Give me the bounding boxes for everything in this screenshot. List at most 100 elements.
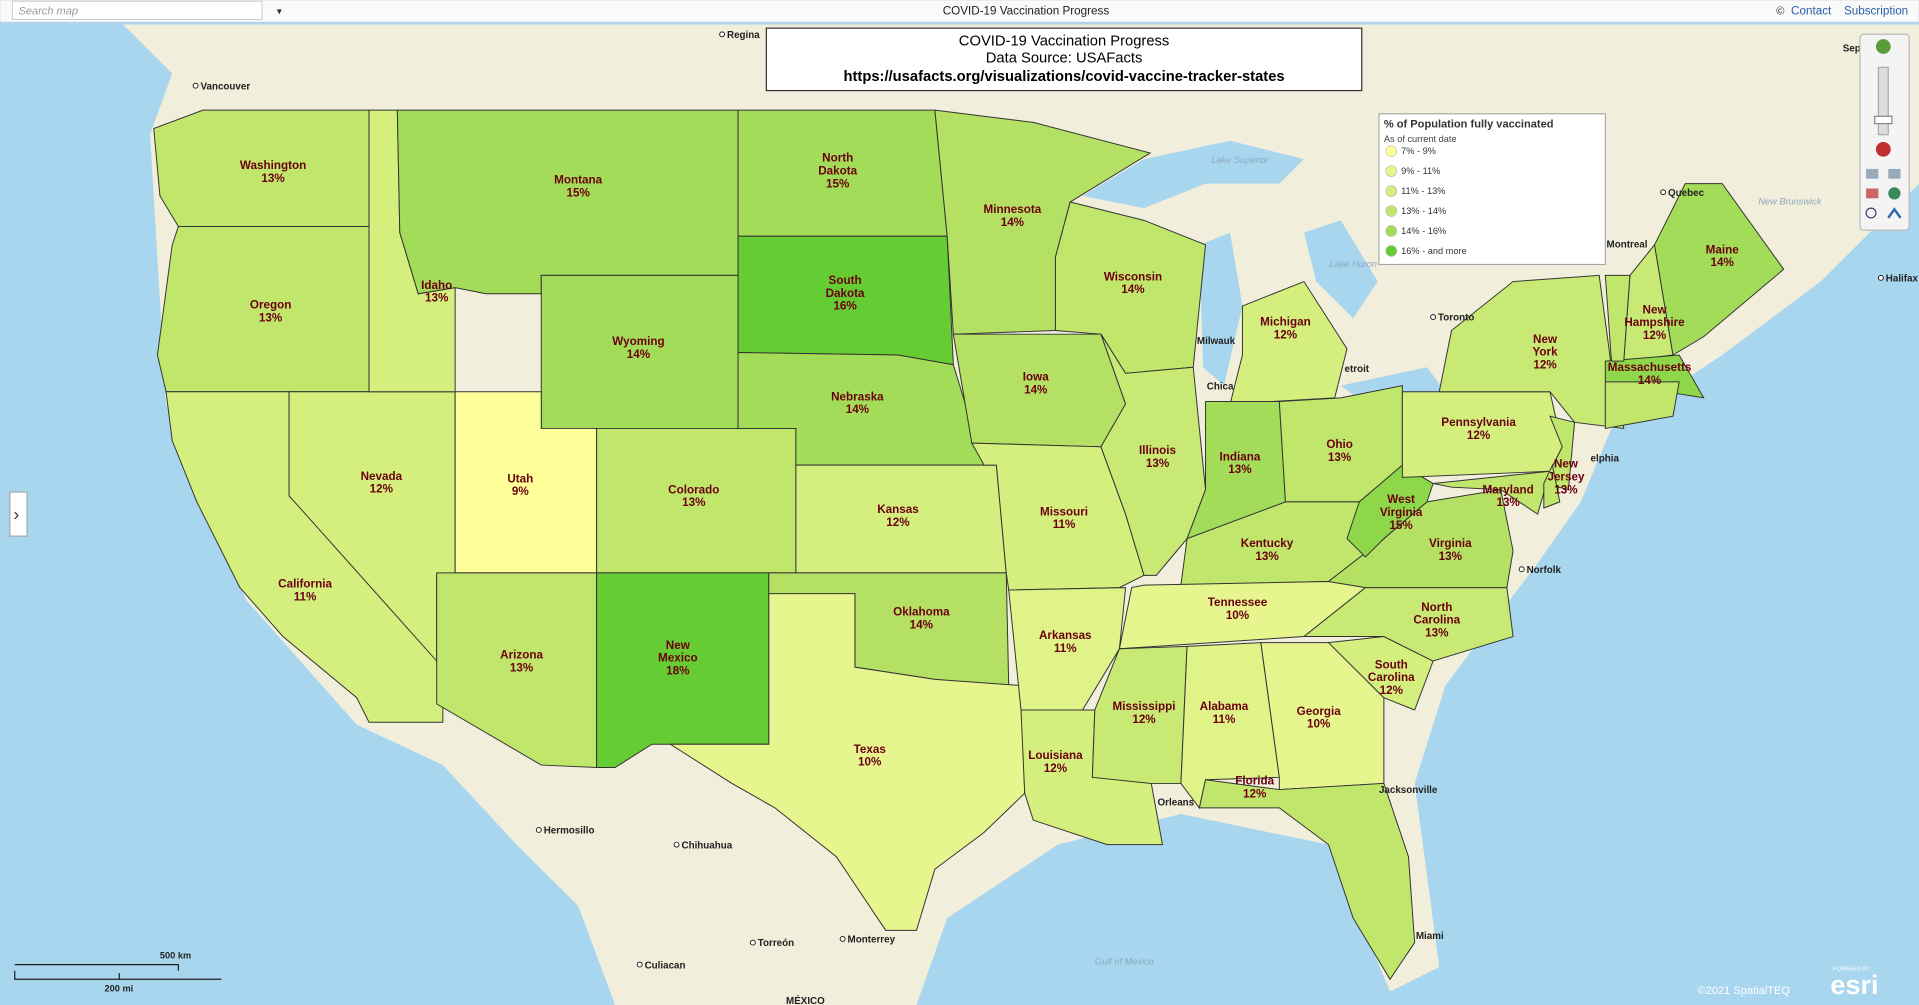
legend-label: 11% - 13%	[1401, 186, 1445, 196]
state-name: Nebraska	[831, 390, 884, 403]
powered-by: POWERED BY	[1833, 967, 1871, 973]
title-line: COVID-19 Vaccination Progress	[959, 33, 1169, 49]
place-label: Chica	[1207, 381, 1234, 392]
state-name: Carolina	[1413, 614, 1460, 627]
state-value: 18%	[666, 665, 690, 678]
state-name: Idaho	[421, 279, 452, 292]
state-value: 15%	[826, 177, 850, 190]
state-value: 16%	[833, 300, 857, 313]
panel-toggle[interactable]	[9, 491, 28, 537]
state-value: 14%	[910, 619, 934, 632]
state-shape	[1327, 636, 1434, 711]
state-value: 13%	[261, 172, 285, 185]
state-name: Texas	[854, 743, 886, 756]
state-value: 12%	[1643, 329, 1667, 342]
state-name: Nevada	[361, 470, 403, 483]
state-name: South	[829, 274, 862, 287]
search-box[interactable]	[11, 0, 263, 20]
state-value: 11%	[294, 590, 317, 603]
place-dot	[749, 939, 756, 946]
state-name: Oklahoma	[893, 606, 950, 619]
place-label: Lake Huron	[1329, 259, 1377, 269]
place-dot	[1430, 314, 1437, 320]
zoom-slider[interactable]	[1877, 66, 1889, 136]
lake	[1199, 232, 1243, 386]
place-label: Hermosillo	[544, 826, 595, 837]
place-label: etroit	[1345, 364, 1370, 375]
place-dot	[1518, 566, 1525, 573]
toolbar	[0, 0, 1919, 23]
search-placeholder: Search map	[18, 6, 78, 18]
state-shape	[1198, 779, 1416, 981]
state-name: Pennsylvania	[1441, 416, 1516, 429]
state-name: Tennessee	[1208, 596, 1268, 609]
state-shape	[1008, 587, 1127, 711]
state-name: Arkansas	[1039, 629, 1092, 642]
state-value: 13%	[425, 292, 449, 305]
state-name: Washington	[240, 159, 306, 172]
state-name: Maine	[1706, 243, 1740, 256]
title-box	[765, 27, 1363, 92]
zoom-in[interactable]	[1875, 39, 1891, 54]
state-value: 13%	[1554, 483, 1578, 496]
state-value: 13%	[1255, 550, 1279, 563]
state-value: 14%	[627, 348, 651, 361]
dropdown-arrow[interactable]: ▾	[277, 7, 282, 18]
state-name: Alabama	[1200, 700, 1249, 713]
tool-button[interactable]	[1888, 168, 1901, 179]
state-name: New	[1643, 303, 1668, 316]
state-labels: Washington13%Oregon13%California11%Nevad…	[240, 152, 1739, 801]
place-label: Vancouver	[201, 81, 251, 92]
tool-button[interactable]	[1865, 207, 1877, 219]
state-shape	[668, 593, 1026, 931]
tool-button[interactable]	[1888, 187, 1901, 200]
state-shape	[1543, 463, 1561, 509]
state-value: 13%	[1439, 550, 1463, 563]
state-name: Dakota	[826, 287, 865, 300]
place-label: Quebec	[1668, 188, 1705, 199]
place-label: Toronto	[1438, 313, 1474, 324]
legend-subtitle: As of current date	[1384, 134, 1457, 144]
state-value: 13%	[682, 496, 706, 509]
state-name: Missouri	[1040, 505, 1088, 518]
state-value: 13%	[1496, 496, 1520, 509]
place-label: Monterrey	[848, 935, 896, 946]
state-name: Iowa	[1023, 371, 1049, 384]
state-value: 11%	[1213, 713, 1236, 726]
place-dot	[636, 961, 643, 968]
state-value: 14%	[1121, 283, 1145, 296]
state-name: Wisconsin	[1104, 270, 1162, 283]
state-value: 12%	[370, 483, 394, 496]
state-name: Arizona	[500, 649, 543, 662]
state-name: Minnesota	[984, 203, 1042, 216]
link[interactable]: Subscription	[1844, 5, 1908, 18]
state-value: 14%	[1001, 216, 1025, 229]
state-name: Georgia	[1297, 705, 1342, 718]
state-value: 10%	[858, 756, 882, 769]
zoom-control	[1859, 33, 1910, 231]
state-name: West	[1387, 493, 1415, 506]
state-name: Louisiana	[1028, 749, 1083, 762]
tool-button[interactable]	[1866, 188, 1879, 199]
place-dot	[719, 31, 726, 38]
place-label: Lake Superior	[1211, 155, 1269, 165]
zoom-out[interactable]	[1875, 141, 1891, 157]
tool-button[interactable]	[1887, 207, 1902, 219]
place-label: Orleans	[1158, 797, 1195, 808]
state-name: Montana	[554, 174, 602, 187]
link[interactable]: Contact	[1791, 5, 1832, 18]
state-name: New	[1554, 458, 1579, 471]
legend-label: 7% - 9%	[1401, 146, 1436, 156]
state-name: Wyoming	[612, 335, 664, 348]
tool-button[interactable]	[1866, 168, 1879, 179]
legend-label: 13% - 14%	[1401, 206, 1446, 216]
toolbar-title: COVID-19 Vaccination Progress	[943, 5, 1110, 18]
state-name: Maryland	[1483, 483, 1534, 496]
state-value: 11%	[1053, 518, 1076, 531]
info-icon[interactable]: ©	[1776, 6, 1784, 18]
state-name: Hampshire	[1624, 316, 1685, 329]
zoom-handle[interactable]	[1874, 115, 1893, 125]
state-value: 12%	[1274, 328, 1298, 341]
state-shape	[1433, 470, 1551, 515]
